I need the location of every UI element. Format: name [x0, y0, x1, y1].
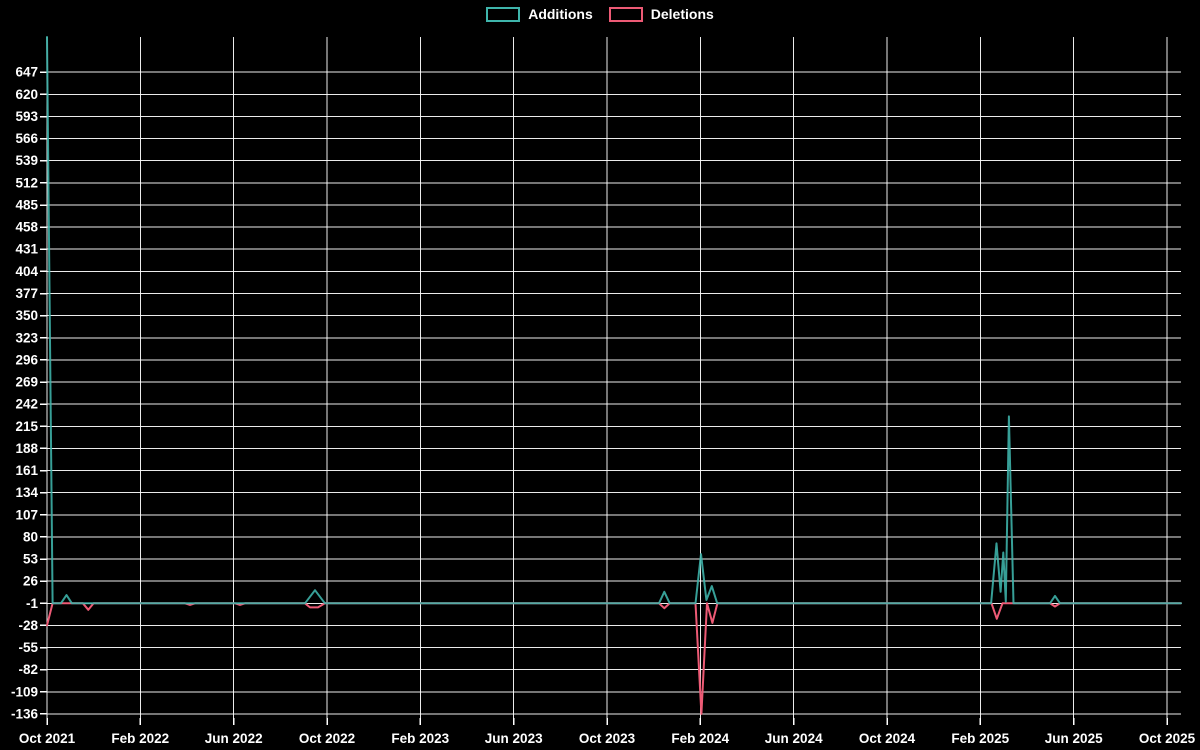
y-tick-label: 107: [15, 507, 38, 522]
y-tick-label: 647: [15, 65, 38, 80]
y-tick-label: -136: [11, 706, 39, 721]
legend-item-deletions: Deletions: [608, 6, 714, 22]
y-tick-label: 566: [15, 131, 38, 146]
chart-legend: Additions Deletions: [0, 6, 1200, 22]
y-tick-label: 431: [15, 242, 38, 257]
y-tick-label: 53: [23, 552, 39, 567]
series-line-deletions: [46, 602, 1182, 715]
y-tick-label: 323: [15, 330, 38, 345]
y-tick-label: 26: [23, 574, 39, 589]
legend-item-additions: Additions: [486, 6, 593, 22]
x-tick-label: Feb 2023: [391, 731, 449, 746]
y-tick-label: 161: [15, 463, 38, 478]
x-tick-label: Jun 2025: [1045, 731, 1103, 746]
series-line-additions: [46, 36, 1182, 605]
x-tick-label: Jun 2022: [205, 731, 263, 746]
y-tick-label: -82: [18, 662, 38, 677]
y-tick-label: 485: [15, 198, 38, 213]
x-tick-label: Feb 2022: [111, 731, 169, 746]
y-tick-label: 350: [15, 308, 38, 323]
x-tick-label: Jun 2023: [485, 731, 543, 746]
y-tick-label: 539: [15, 153, 38, 168]
y-tick-label: 215: [15, 419, 38, 434]
y-tick-label: 134: [15, 485, 38, 500]
y-tick-label: 593: [15, 109, 38, 124]
y-tick-label: 512: [15, 175, 38, 190]
x-tick-label: Feb 2024: [671, 731, 729, 746]
x-tick-label: Oct 2021: [19, 731, 76, 746]
y-tick-label: 188: [15, 441, 38, 456]
additions-swatch-icon: [486, 6, 521, 22]
legend-label-additions: Additions: [528, 6, 593, 22]
y-tick-label: -55: [18, 640, 38, 655]
x-tick-label: Oct 2022: [299, 731, 355, 746]
y-tick-label: 242: [15, 397, 38, 412]
y-tick-label: 458: [15, 220, 38, 235]
y-tick-label: 377: [15, 286, 38, 301]
y-tick-label: 404: [15, 264, 38, 279]
x-tick-label: Oct 2023: [579, 731, 636, 746]
legend-label-deletions: Deletions: [650, 6, 714, 22]
x-tick-label: Feb 2025: [951, 731, 1009, 746]
y-tick-label: 80: [23, 529, 38, 544]
y-tick-label: -1: [26, 596, 38, 611]
x-tick-label: Oct 2025: [1139, 731, 1196, 746]
deletions-swatch-icon: [608, 6, 643, 22]
y-tick-label: -109: [11, 684, 38, 699]
x-tick-label: Jun 2024: [765, 731, 823, 746]
y-tick-label: 620: [15, 87, 38, 102]
x-tick-label: Oct 2024: [859, 731, 916, 746]
y-tick-label: 296: [15, 352, 38, 367]
y-tick-label: -28: [18, 618, 38, 633]
y-tick-label: 269: [15, 375, 38, 390]
